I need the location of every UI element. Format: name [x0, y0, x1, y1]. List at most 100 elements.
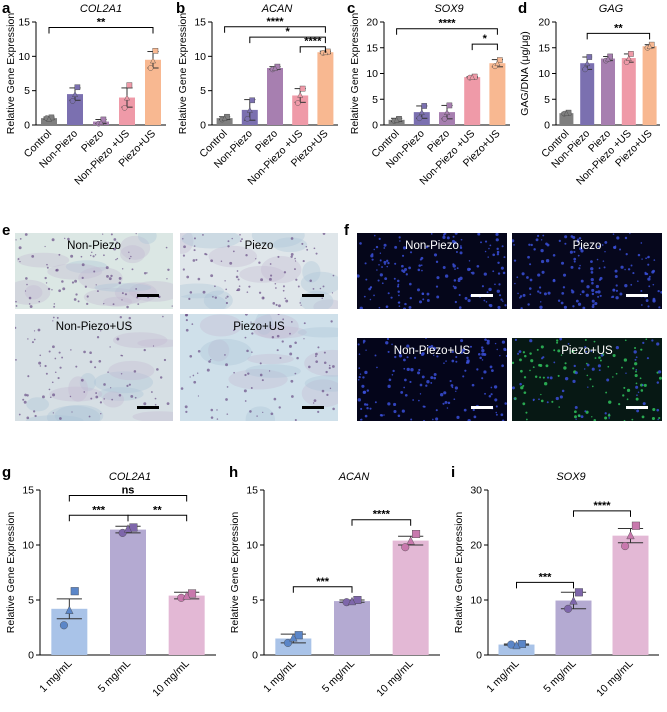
bar — [464, 77, 481, 125]
y-tick-label: 0 — [24, 120, 30, 132]
chart-title-g: COL2A1 — [108, 471, 152, 483]
data-point — [121, 105, 128, 111]
chart-g: 0 5 10 15 Relative Gene Expression 1 mg/mL 5 m… — [5, 485, 216, 700]
micrograph-texture — [180, 233, 338, 309]
scale-bar — [471, 294, 493, 297]
significance-bracket — [351, 519, 412, 526]
data-point — [295, 100, 301, 106]
significance-label: ** — [153, 504, 162, 516]
significance-label: *** — [92, 504, 106, 516]
y-tick-label: 0 — [252, 650, 258, 662]
y-tick-label: 10 — [538, 68, 550, 80]
data-point — [446, 102, 453, 109]
micrograph-e-non-piezo: Non-Piezo — [15, 233, 173, 309]
x-tick-label: 10 mg/mL — [374, 658, 416, 700]
scale-bar — [302, 294, 324, 297]
significance-bracket — [586, 32, 651, 40]
micrograph-caption: Piezo — [572, 240, 602, 252]
micrograph-e-piezo-us: Piezo+US — [180, 314, 338, 421]
x-tick-label: 1 mg/mL — [37, 658, 74, 695]
significance-label: ns — [122, 485, 135, 497]
x-tick-label: 10 mg/mL — [150, 658, 192, 700]
micrograph-caption: Non-Piezo+US — [55, 321, 133, 333]
data-point — [272, 64, 278, 71]
data-point — [65, 605, 74, 614]
panel-letter-i: i — [451, 464, 456, 481]
data-point — [421, 103, 427, 109]
scale-bar — [137, 294, 159, 297]
data-point — [469, 74, 476, 80]
scale-bar — [626, 406, 648, 409]
data-point — [621, 542, 630, 551]
y-tick-label: 5 — [372, 94, 378, 106]
significance-bracket — [292, 586, 353, 593]
significance-label: **** — [593, 500, 611, 512]
panel-letter-c: c — [347, 0, 356, 17]
data-point — [605, 55, 611, 62]
chart-h: 0 5 10 15 Relative Gene Expression 1 mg/mL 5 m… — [229, 485, 440, 700]
data-point — [297, 91, 304, 98]
panel-letter-d: d — [518, 0, 528, 17]
bar — [119, 97, 135, 125]
y-tick-label: 5 — [28, 595, 34, 607]
significance-label: *** — [539, 571, 553, 583]
significance-label: ** — [614, 22, 623, 34]
data-point — [401, 543, 410, 552]
chart-title-c: SOX9 — [434, 3, 464, 15]
significance-label: * — [285, 26, 290, 38]
panel-letter-g: g — [2, 464, 12, 481]
data-point — [150, 57, 156, 64]
y-tick-label: 5 — [252, 595, 258, 607]
data-point — [625, 55, 632, 61]
data-point — [416, 115, 423, 122]
micrograph-f-non-piezo: Non-Piezo — [357, 233, 507, 309]
bar — [621, 58, 636, 125]
data-point — [582, 66, 588, 73]
significance-label: **** — [373, 509, 391, 521]
data-point — [299, 85, 306, 92]
data-point — [347, 596, 357, 606]
chart-i: 0 10 20 30 Relative Gene Expression 1 mg/mL 5 … — [453, 485, 659, 699]
significance-bracket — [249, 36, 326, 44]
micrograph-caption: Piezo+US — [561, 345, 613, 357]
y-tick-label: 20 — [470, 540, 482, 552]
panel-letter-f: f — [344, 222, 349, 239]
micrograph-caption: Piezo+US — [233, 321, 285, 333]
significance-bracket — [516, 581, 574, 589]
data-point — [607, 53, 613, 60]
y-tick-label: 5 — [544, 94, 550, 106]
y-axis-label: Relative Gene Expression — [5, 512, 17, 634]
significance-bracket — [471, 43, 498, 51]
micrograph-caption: Piezo — [244, 240, 274, 252]
chart-title-h: ACAN — [338, 471, 370, 483]
data-point — [563, 110, 570, 116]
y-tick-label: 20 — [538, 17, 550, 29]
micrograph-f-piezo: Piezo — [512, 233, 662, 309]
y-tick-label: 15 — [366, 42, 378, 54]
panel-letter-e: e — [2, 222, 11, 239]
data-point — [129, 523, 138, 532]
data-point — [118, 528, 127, 537]
data-point — [74, 84, 81, 91]
bar — [612, 535, 649, 655]
scale-bar — [302, 406, 324, 409]
y-tick-label: 5 — [24, 85, 30, 97]
significance-bracket — [68, 495, 188, 502]
bar — [555, 600, 592, 655]
data-point — [123, 524, 133, 533]
significance-bracket — [299, 46, 326, 53]
significance-label: **** — [304, 36, 322, 48]
data-point — [249, 97, 255, 104]
data-point — [244, 116, 251, 122]
data-point — [126, 82, 133, 88]
data-point — [59, 621, 68, 630]
x-tick-label: 1 mg/mL — [484, 658, 521, 695]
x-tick-label: 5 mg/mL — [541, 658, 578, 695]
data-point — [628, 51, 634, 57]
data-point — [152, 48, 159, 54]
significance-label: **** — [438, 18, 456, 30]
significance-bracket — [224, 26, 326, 33]
scale-bar — [471, 406, 493, 409]
significance-bracket — [48, 26, 154, 34]
